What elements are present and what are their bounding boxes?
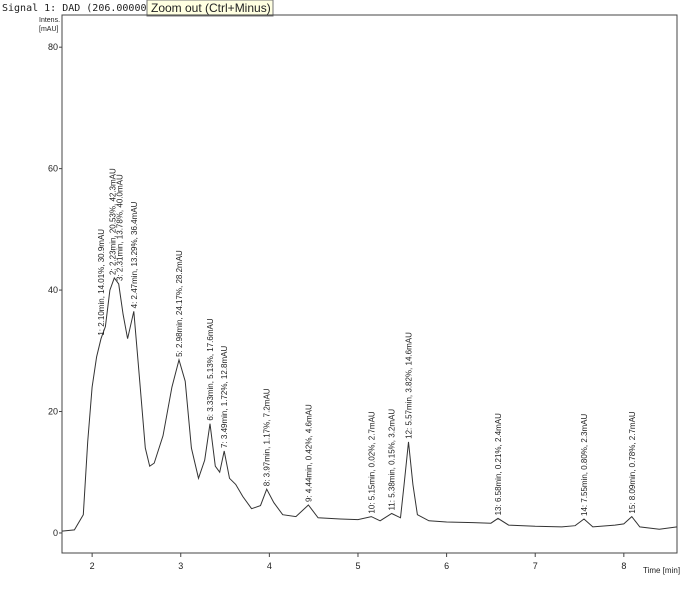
signal-title: Signal 1: DAD (206.000000 xyxy=(2,3,153,14)
peak-label: 2: 2.23min, 20.53%, 42.3mAU xyxy=(109,168,118,275)
y-tick-label: 80 xyxy=(48,42,58,52)
signal-trace xyxy=(61,276,678,532)
y-tick-label: 40 xyxy=(48,285,58,295)
y-tick-label: 0 xyxy=(53,528,58,538)
x-tick-label: 5 xyxy=(355,561,360,571)
peak-label: 1: 2.10min, 14.01%, 30.9mAU xyxy=(97,229,106,336)
peak-label: 4: 2.47min, 13.29%, 36.4mAU xyxy=(130,201,139,308)
peak-label: 6: 3.33min, 5.13%, 17.6mAU xyxy=(206,318,215,421)
x-tick-label: 6 xyxy=(444,561,449,571)
peak-label: 14: 7.55min, 0.80%, 2.3mAU xyxy=(580,413,589,516)
plot-frame xyxy=(61,14,678,554)
tooltip: Zoom out (Ctrl+Minus) xyxy=(151,1,271,15)
peak-label: 12: 5.57min, 3.82%, 14.6mAU xyxy=(404,332,413,439)
x-tick-label: 3 xyxy=(178,561,183,571)
y-axis-label: [mAU] xyxy=(39,26,59,33)
tooltip-box xyxy=(146,0,274,17)
x-tick-label: 8 xyxy=(621,561,626,571)
peak-label: 8: 3.97min, 1.17%, 7.2mAU xyxy=(263,388,272,486)
peak-label: 15: 8.09min, 0.78%, 2.7mAU xyxy=(628,411,637,514)
x-tick-label: 7 xyxy=(533,561,538,571)
x-tick-label: 2 xyxy=(90,561,95,571)
peak-label: 13: 6.58min, 0.21%, 2.4mAU xyxy=(494,413,503,516)
x-axis-label: Time [min] xyxy=(643,566,680,575)
peak-label: 7: 3.49min, 1.72%, 12.8mAU xyxy=(220,345,229,448)
peak-label: 5: 2.98min, 24.17%, 28.2mAU xyxy=(175,250,184,357)
y-axis-label: Intens. xyxy=(39,17,60,24)
peak-label: 3: 2.31min, 13.78%, 40.0mAU xyxy=(116,174,125,281)
x-tick-label: 4 xyxy=(267,561,272,571)
peak-label: 9: 4.44min, 0.42%, 4.6mAU xyxy=(304,404,313,502)
y-tick-label: 60 xyxy=(48,164,58,174)
peak-label: 10: 5.15min, 0.02%, 2.7mAU xyxy=(367,411,376,514)
peak-label: 11: 5.38min, 0.15%, 3.2mAU xyxy=(388,409,397,511)
y-tick-label: 20 xyxy=(48,407,58,417)
